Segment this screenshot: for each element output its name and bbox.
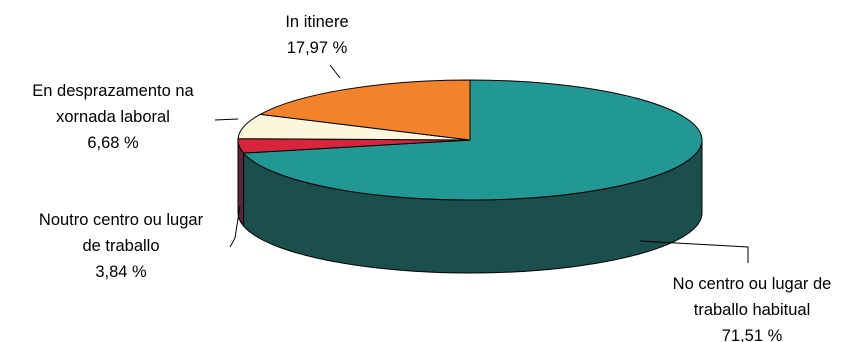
slice-name-label: No centro ou lugar de — [673, 275, 832, 293]
leader-line-0 — [639, 240, 749, 263]
slice-name-label: de traballo — [82, 237, 159, 255]
leader-line-3 — [329, 64, 341, 79]
slice-name-label: traballo habitual — [694, 301, 811, 319]
slice-name-label: Noutro centro ou lugar — [39, 211, 204, 229]
slice-name-label: En desprazamento na — [32, 82, 194, 100]
leader-line-2 — [214, 118, 239, 121]
slice-3 — [258, 79, 471, 141]
slice-value-label: 71,51 % — [722, 327, 783, 342]
slice-value-label: 3,84 % — [95, 263, 147, 281]
leader-line-1 — [229, 205, 241, 248]
slice-0 — [242, 79, 703, 201]
slice-value-label: 6,68 % — [87, 134, 139, 152]
slice-labels: No centro ou lugar de traballo habitual 71… — [32, 13, 831, 342]
slice-name-label: In itinere — [285, 13, 348, 31]
slice-name-label: xornada laboral — [56, 108, 170, 126]
slice-value-label: 17,97 % — [287, 39, 348, 57]
pie-slices — [237, 79, 703, 201]
